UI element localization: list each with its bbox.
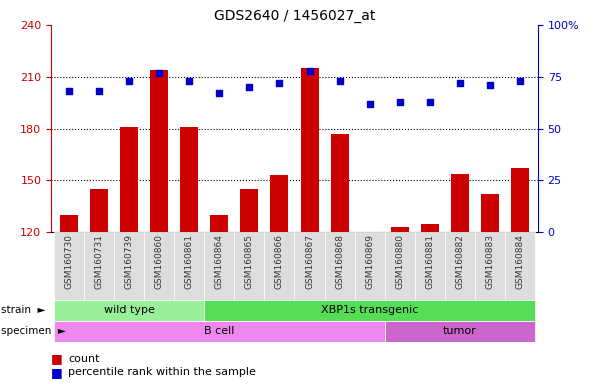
Point — [154, 70, 164, 76]
Text: strain  ►: strain ► — [1, 305, 45, 315]
Bar — [481, 194, 499, 232]
Text: tumor: tumor — [443, 326, 477, 336]
Point — [305, 68, 314, 74]
Point — [335, 78, 344, 84]
Text: GSM160884: GSM160884 — [516, 234, 524, 289]
Text: ■: ■ — [51, 366, 63, 379]
Text: GSM160861: GSM160861 — [185, 234, 194, 289]
Point — [185, 78, 194, 84]
Bar — [451, 174, 469, 232]
Bar — [511, 169, 529, 232]
Text: GSM160880: GSM160880 — [395, 234, 404, 289]
Bar — [84, 232, 114, 300]
Text: GSM160860: GSM160860 — [155, 234, 163, 289]
Text: ■: ■ — [51, 353, 63, 366]
Text: GSM160865: GSM160865 — [245, 234, 254, 289]
Point — [94, 88, 104, 94]
Text: specimen  ►: specimen ► — [1, 326, 66, 336]
Text: count: count — [68, 354, 99, 364]
Text: XBP1s transgenic: XBP1s transgenic — [321, 305, 418, 315]
Text: GSM160881: GSM160881 — [426, 234, 434, 289]
Text: GSM160868: GSM160868 — [335, 234, 344, 289]
Point — [215, 90, 224, 96]
Bar — [234, 232, 264, 300]
Text: GSM160739: GSM160739 — [125, 234, 133, 289]
Point — [395, 99, 404, 105]
Bar — [60, 215, 78, 232]
Bar — [391, 227, 409, 232]
Bar — [240, 189, 258, 232]
Text: GSM160867: GSM160867 — [305, 234, 314, 289]
Bar — [174, 232, 204, 300]
Point — [124, 78, 134, 84]
Bar — [144, 232, 174, 300]
Point — [365, 101, 374, 107]
Point — [275, 80, 284, 86]
Bar — [355, 232, 385, 300]
Text: percentile rank within the sample: percentile rank within the sample — [68, 367, 256, 377]
Text: GSM160882: GSM160882 — [456, 234, 464, 289]
Bar — [90, 189, 108, 232]
Text: GSM160730: GSM160730 — [65, 234, 73, 289]
Bar — [385, 232, 415, 300]
Bar — [204, 232, 234, 300]
Bar — [445, 232, 475, 300]
Bar — [54, 232, 84, 300]
Bar — [300, 68, 319, 232]
Bar — [204, 300, 535, 321]
Bar — [120, 127, 138, 232]
Text: GSM160864: GSM160864 — [215, 234, 224, 289]
Point — [485, 82, 495, 88]
Point — [455, 80, 465, 86]
Bar — [114, 232, 144, 300]
Text: GSM160869: GSM160869 — [365, 234, 374, 289]
Bar — [505, 232, 535, 300]
Point — [64, 88, 74, 94]
Bar — [325, 232, 355, 300]
Bar — [54, 300, 204, 321]
Point — [515, 78, 525, 84]
Bar — [385, 321, 535, 342]
Bar — [415, 232, 445, 300]
Text: GSM160866: GSM160866 — [275, 234, 284, 289]
Title: GDS2640 / 1456027_at: GDS2640 / 1456027_at — [214, 8, 375, 23]
Bar — [54, 321, 385, 342]
Point — [425, 99, 435, 105]
Text: B cell: B cell — [204, 326, 234, 336]
Bar — [270, 175, 288, 232]
Bar — [264, 232, 294, 300]
Text: GSM160883: GSM160883 — [486, 234, 494, 289]
Bar — [210, 215, 228, 232]
Bar — [294, 232, 325, 300]
Bar — [421, 224, 439, 232]
Text: GSM160731: GSM160731 — [95, 234, 103, 289]
Point — [245, 84, 254, 90]
Bar — [150, 70, 168, 232]
Text: wild type: wild type — [104, 305, 154, 315]
Bar — [475, 232, 505, 300]
Bar — [331, 134, 349, 232]
Bar — [180, 127, 198, 232]
